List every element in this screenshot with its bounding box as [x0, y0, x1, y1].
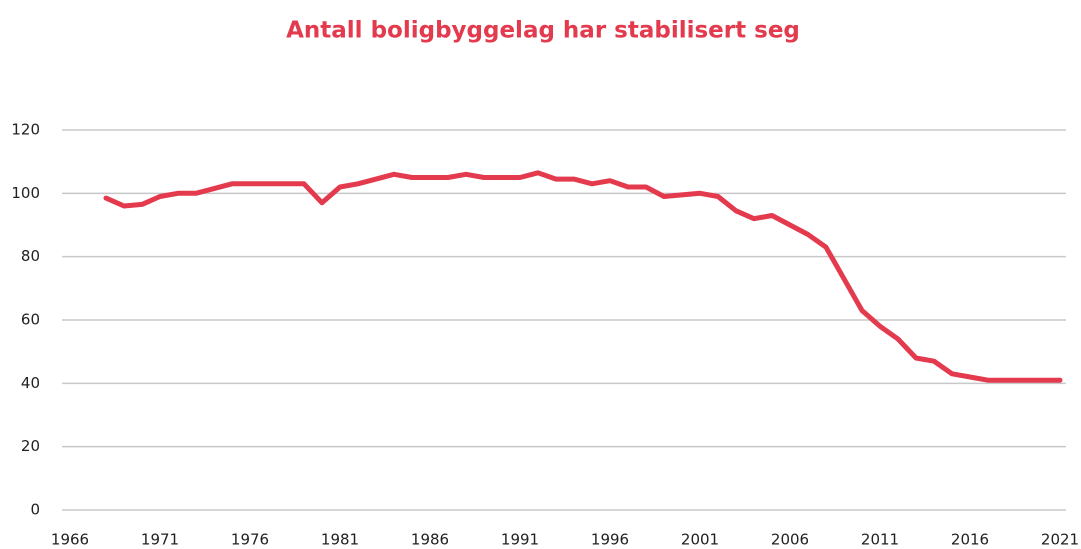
y-tick-label: 80	[21, 247, 40, 265]
x-tick-label: 2006	[771, 531, 809, 549]
y-tick-label: 40	[21, 374, 40, 392]
x-tick-label: 2021	[1041, 531, 1079, 549]
x-tick-label: 2011	[861, 531, 899, 549]
x-tick-label: 2016	[951, 531, 989, 549]
y-tick-label: 120	[11, 121, 40, 139]
y-tick-label: 20	[21, 437, 40, 455]
x-tick-label: 1976	[231, 531, 269, 549]
x-tick-label: 1996	[591, 531, 629, 549]
x-tick-label: 2001	[681, 531, 719, 549]
x-tick-label: 1971	[141, 531, 179, 549]
x-tick-label: 1981	[321, 531, 359, 549]
line	[103, 170, 1063, 383]
chart-title: Antall boligbyggelag har stabilisert seg	[286, 18, 800, 44]
x-tick-label: 1991	[501, 531, 539, 549]
x-tick-label: 1966	[51, 531, 89, 549]
y-tick-label: 60	[21, 311, 40, 329]
x-tick-label: 1986	[411, 531, 449, 549]
y-tick-label: 0	[30, 501, 40, 519]
y-tick-label: 100	[11, 184, 40, 202]
